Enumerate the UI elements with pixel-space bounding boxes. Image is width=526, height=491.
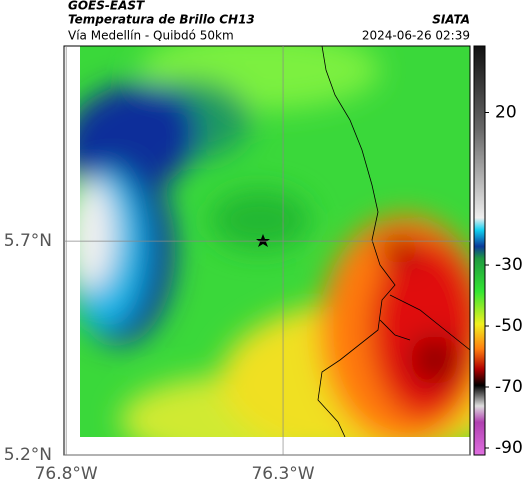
source: GOES-EAST	[68, 0, 145, 13]
x-tick-label: 76.8°W	[35, 464, 98, 484]
location-star	[256, 234, 270, 247]
colorbar-tick-label: -50	[495, 316, 523, 336]
title: Temperatura de Brillo CH13	[68, 13, 255, 27]
ticks: 76.8°W 76.3°W 5.7°N 5.2°N 20 -30 -50 -70 -90	[4, 46, 523, 484]
colorbar	[473, 45, 486, 456]
y-tick-label: 5.2°N	[4, 445, 52, 465]
x-tick-label: 76.3°W	[251, 464, 314, 484]
colorbar-tick-label: 20	[495, 102, 517, 122]
org: SIATA	[432, 13, 470, 27]
colorbar-tick-label: -70	[495, 377, 523, 397]
subtitle: Vía Medellín - Quibdó 50km	[68, 29, 234, 43]
datetime: 2024-06-26 02:39	[362, 29, 470, 43]
colorbar-tick-label: -90	[495, 438, 523, 458]
satellite-image	[80, 46, 470, 437]
y-tick-label: 5.7°N	[4, 231, 52, 251]
colorbar-tick-label: -30	[495, 255, 523, 275]
